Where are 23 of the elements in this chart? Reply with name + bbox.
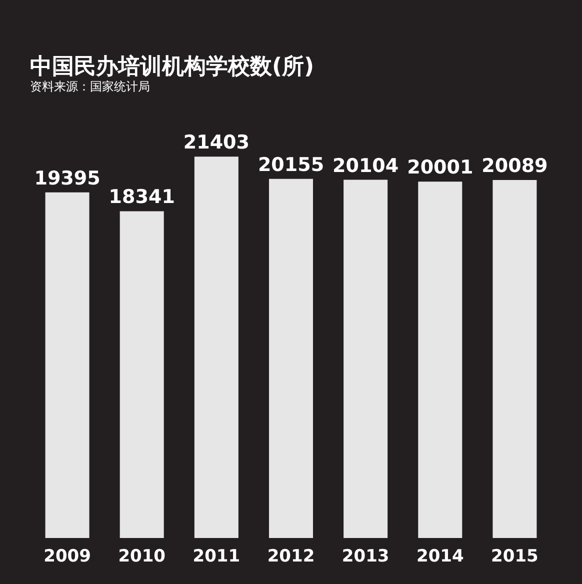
- x-tick-label: 2015: [491, 546, 538, 566]
- bar: [194, 156, 238, 538]
- x-tick-label: 2012: [267, 546, 315, 566]
- data-label: 19395: [34, 167, 100, 190]
- x-tick-label: 2013: [342, 546, 390, 566]
- data-label: 20089: [482, 155, 548, 178]
- data-label: 20155: [258, 154, 324, 176]
- x-tick-label: 2009: [44, 546, 91, 566]
- bar: [269, 178, 313, 538]
- data-label: 21403: [183, 132, 250, 154]
- data-label: 18341: [108, 186, 175, 208]
- bar: [418, 182, 462, 538]
- chart-title: 中国民办培训机构学校数(所): [30, 54, 314, 80]
- bar: [344, 180, 388, 538]
- bar: [45, 192, 90, 538]
- data-label: 20104: [332, 154, 399, 177]
- chart-subtitle: 资料来源：国家统计局: [30, 80, 150, 94]
- bar: [120, 211, 164, 538]
- data-label: 20001: [407, 156, 474, 179]
- x-tick-label: 2014: [416, 546, 464, 566]
- bar: [492, 180, 537, 538]
- x-tick-label: 2011: [192, 546, 240, 566]
- x-tick-label: 2010: [118, 546, 166, 566]
